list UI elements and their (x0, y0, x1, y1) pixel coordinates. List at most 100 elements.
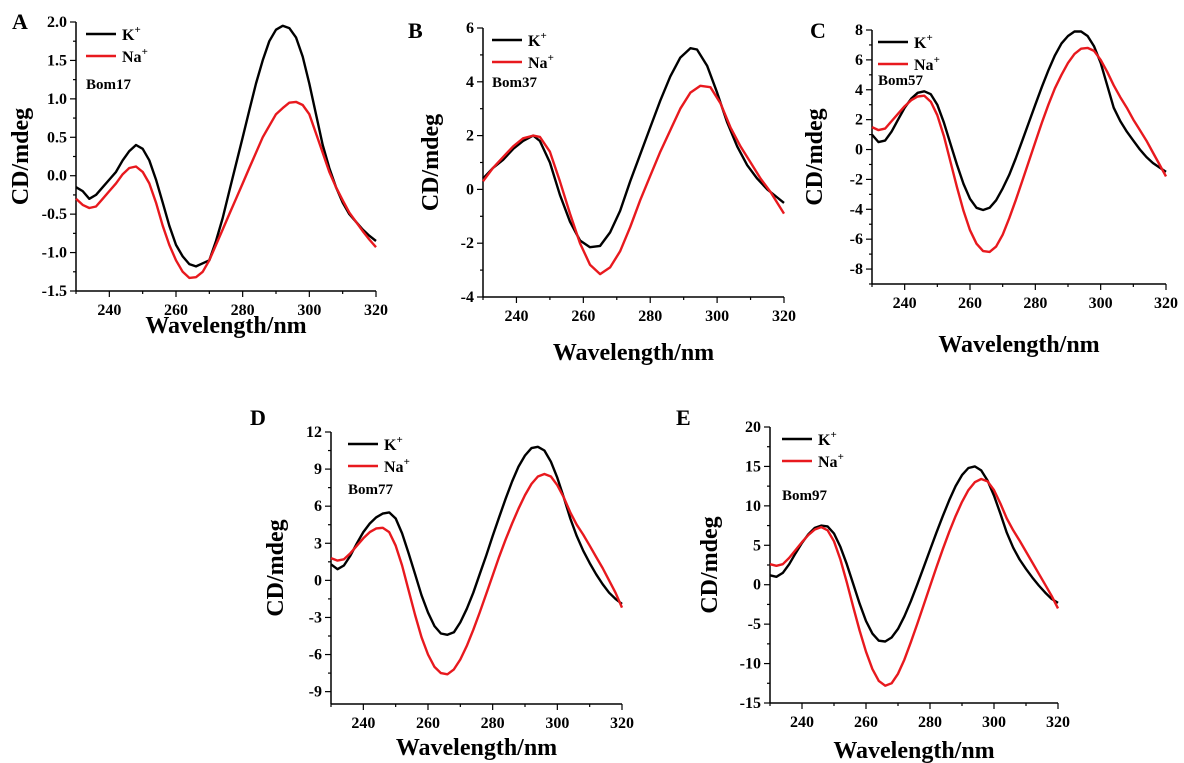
series-line-k-e (769, 465, 1059, 643)
panel-label-b: B (408, 18, 423, 43)
panel-label-a: A (12, 9, 28, 34)
y-tick-label-a: -1.0 (42, 245, 67, 262)
legend-d: K+Na+ Bom77 (348, 434, 410, 498)
chart-panel-d: 240 260 280 300 320 -9 -6 -3 0 3 6 9 12 Wavelength/nm… (263, 424, 634, 761)
sample-label-a: Bom17 (86, 77, 132, 93)
x-tick-label-d: 280 (481, 715, 505, 732)
y-tick-label-a: -0.5 (42, 206, 67, 223)
chart-panel-e: 240 260 280 300 320 -15 -10 -5 0 5 10 15 20 Wavelengt… (697, 419, 1070, 763)
y-tick-label-c: 6 (855, 52, 863, 69)
y-tick-label-c: -6 (850, 231, 863, 248)
x-tick-label-d: 240 (351, 715, 375, 732)
y-tick-label-a: 0.5 (47, 129, 67, 146)
y-tick-label-a: 0.0 (47, 168, 67, 185)
y-tick-label-e: 0 (753, 577, 761, 594)
x-tick-label-e: 320 (1046, 714, 1070, 731)
series-line-na-a (75, 100, 377, 280)
legend-e: K+Na+ Bom97 (782, 429, 844, 504)
y-tick-label-c: -8 (850, 261, 863, 278)
y-tick-label-d: -6 (309, 647, 322, 664)
legend-label-k: K+ (122, 24, 141, 44)
y-tick-label-e: -5 (748, 616, 761, 633)
y-tick-label-e: -15 (740, 695, 761, 712)
y-tick-label-c: -4 (850, 201, 863, 218)
y-axis-title-c: CD/mdeg (802, 108, 828, 205)
legend-label-na: Na+ (384, 456, 410, 476)
y-tick-label-d: 3 (314, 535, 322, 552)
y-tick-label-e: 20 (745, 419, 761, 436)
legend-label-k: K+ (914, 32, 933, 52)
x-tick-label-a: 320 (364, 302, 388, 319)
chart-panel-b: 240 260 280 300 320 -4 -2 0 2 4 6 Wavelength/nm CD/m… (418, 20, 796, 366)
y-tick-label-b: 2 (466, 128, 474, 145)
x-tick-label-c: 320 (1154, 295, 1178, 312)
x-axis-title-d: Wavelength/nm (396, 735, 557, 761)
y-tick-label-e: 5 (753, 537, 761, 554)
y-tick-label-d: -3 (309, 609, 322, 626)
x-tick-label-d: 300 (545, 715, 569, 732)
legend-label-na: Na+ (528, 52, 554, 72)
x-tick-label-a: 300 (297, 302, 321, 319)
y-tick-label-c: -2 (850, 171, 863, 188)
y-tick-label-b: -4 (461, 289, 474, 306)
y-axis-title-a: CD/mdeg (8, 108, 34, 205)
y-tick-label-c: 4 (855, 82, 863, 99)
legend-label-na: Na+ (914, 54, 940, 74)
x-tick-label-e: 280 (918, 714, 942, 731)
x-tick-label-d: 320 (610, 715, 634, 732)
x-tick-label-c: 260 (958, 295, 982, 312)
legend-a: K+Na+ Bom17 (86, 24, 148, 93)
x-axis-title-c: Wavelength/nm (938, 332, 1099, 358)
x-tick-label-c: 280 (1023, 295, 1047, 312)
series-line-na-c (871, 46, 1168, 254)
y-tick-label-d: 12 (306, 424, 322, 441)
x-tick-label-a: 280 (231, 302, 255, 319)
y-axis-title-b: CD/mdeg (418, 114, 444, 211)
x-tick-label-e: 300 (982, 714, 1006, 731)
y-tick-label-b: 0 (466, 181, 474, 198)
sample-label-d: Bom77 (348, 482, 394, 498)
x-tick-label-c: 240 (893, 295, 917, 312)
chart-panel-a: 240 260 280 300 320 -1.5 -1.0 -0.5 0.0 0.5 1.0 1.5 2… (8, 14, 388, 339)
y-tick-label-d: 0 (314, 572, 322, 589)
x-tick-label-b: 320 (772, 308, 796, 325)
series-line-na-e (769, 477, 1060, 687)
x-tick-label-b: 300 (705, 308, 729, 325)
y-axis-title-e: CD/mdeg (697, 516, 723, 613)
x-axis-title-b: Wavelength/nm (553, 340, 714, 366)
x-tick-label-b: 280 (638, 308, 662, 325)
y-tick-label-a: -1.5 (42, 283, 67, 300)
x-tick-label-b: 240 (504, 308, 528, 325)
chart-panel-c: 240 260 280 300 320 -8 -6 -4 -2 0 2 4 6 8 Wavelength/n… (802, 22, 1178, 358)
y-tick-label-c: 2 (855, 112, 863, 129)
y-axis-title-d: CD/mdeg (263, 519, 289, 616)
sample-label-b: Bom37 (492, 75, 538, 91)
series-line-k-d (330, 445, 623, 636)
y-tick-label-a: 1.5 (47, 52, 67, 69)
legend-label-na: Na+ (818, 451, 844, 471)
legend-label-k: K+ (384, 434, 403, 454)
y-tick-label-a: 2.0 (47, 14, 67, 31)
legend-label-k: K+ (528, 30, 547, 50)
x-tick-label-b: 260 (571, 308, 595, 325)
x-tick-label-e: 240 (790, 714, 814, 731)
series-line-k-c (871, 30, 1167, 212)
x-tick-label-a: 240 (97, 302, 121, 319)
y-tick-label-d: -9 (309, 684, 322, 701)
sample-label-c: Bom57 (878, 73, 924, 89)
y-tick-label-b: -2 (461, 235, 474, 252)
series-line-k-a (75, 24, 377, 268)
y-tick-label-e: 15 (745, 458, 761, 475)
series-line-na-d (330, 472, 624, 676)
y-tick-label-d: 9 (314, 461, 322, 478)
legend-label-k: K+ (818, 429, 837, 449)
legend-label-na: Na+ (122, 46, 148, 66)
y-tick-label-e: 10 (745, 498, 761, 515)
legend-b: K+Na+ Bom37 (492, 30, 554, 91)
y-tick-label-b: 6 (466, 20, 474, 37)
panel-label-e: E (676, 405, 691, 430)
x-tick-label-a: 260 (164, 302, 188, 319)
sample-label-e: Bom97 (782, 488, 828, 504)
y-tick-label-b: 4 (466, 74, 474, 91)
